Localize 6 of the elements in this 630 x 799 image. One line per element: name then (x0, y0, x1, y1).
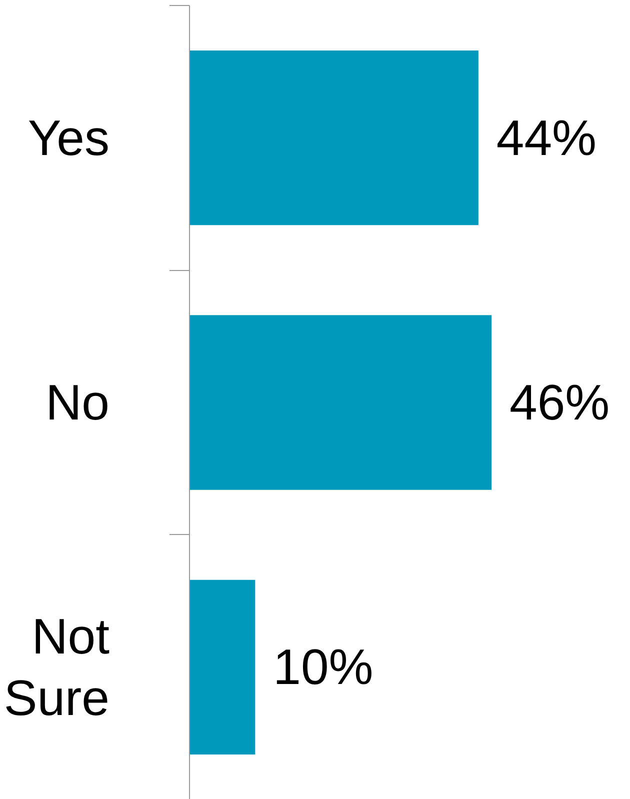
data-label: 44% (496, 110, 596, 166)
y-tick-label: No (46, 374, 110, 430)
data-label: 10% (273, 639, 374, 696)
y-tick-label: Not Sure (4, 608, 110, 726)
data-label: 46% (510, 374, 610, 430)
y-tick-label: Yes (28, 110, 110, 166)
